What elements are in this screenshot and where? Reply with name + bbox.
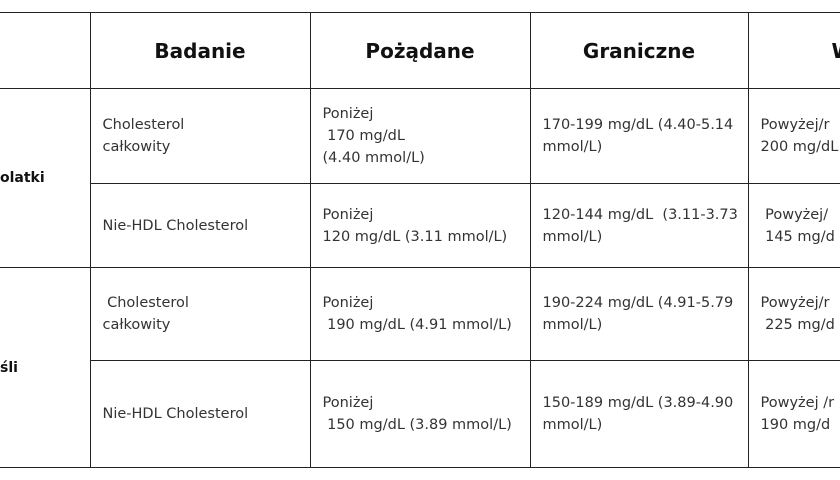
cell-line: Powyżej/r — [760, 117, 830, 133]
cell-line: (4.40 mmol/L) — [322, 150, 425, 166]
cell-line: 190 mg/dL (4.91 mmol/L) — [322, 317, 512, 333]
cell-line: 170-199 mg/dL (4.40-5.14 — [542, 117, 734, 133]
table-row: Nie-HDL Cholesterol Poniżej 150 mg/dL (3.… — [0, 360, 840, 468]
header-cell: Graniczne — [529, 12, 749, 89]
header-row: BadaniePożądaneGraniczneWy — [0, 12, 840, 89]
test-cell: Cholesterol całkowity — [89, 88, 311, 184]
cell-line: 190 mg/d — [760, 417, 831, 433]
cell-line: Poniżej — [322, 106, 374, 122]
cell-line: mmol/L) — [542, 228, 603, 245]
high-cell: Powyżej/r 225 mg/d — [747, 267, 840, 361]
table-row: Nie-HDL Cholesterol Poniżej 120 mg/dL (3.1… — [0, 183, 840, 268]
cell-line: 150 mg/dL (3.89 mmol/L) — [322, 417, 512, 433]
group-label: śli — [0, 267, 91, 468]
cell-line: Poniżej — [322, 395, 374, 411]
cell-line: 190-224 mg/dL (4.91-5.79 — [542, 295, 734, 311]
cell-line: Cholesterol — [102, 295, 189, 311]
desired-cell: Poniżej 150 mg/dL (3.89 mmol/L) — [309, 360, 531, 468]
cell-line: 145 mg/d — [760, 228, 835, 245]
high-cell: Powyżej/ 145 mg/d — [747, 183, 840, 268]
cell-line: mmol/L) — [542, 139, 603, 155]
test-cell: Cholesterol całkowity — [89, 267, 311, 361]
test-cell: Nie-HDL Cholesterol — [89, 360, 311, 468]
cell-line: 170 mg/dL — [322, 128, 405, 144]
cell-line: 200 mg/dL — [760, 139, 839, 155]
cell-line: Poniżej — [322, 295, 374, 311]
cell-line: mmol/L) — [542, 417, 603, 433]
borderline-cell: 120-144 mg/dL (3.11-3.73 mmol/L) — [529, 183, 749, 268]
cell-line: Poniżej — [322, 206, 374, 223]
borderline-cell: 150-189 mg/dL (3.89-4.90 mmol/L) — [529, 360, 749, 468]
cell-line: Cholesterol — [102, 117, 185, 133]
cell-line: Powyżej /r — [760, 395, 835, 411]
cell-line: Nie-HDL Cholesterol — [102, 406, 249, 422]
cholesterol-table: BadaniePożądaneGraniczneWy olatkiCholest… — [0, 12, 840, 468]
table-row: olatki Cholesterol całkowity Poniżej 170 mg… — [0, 88, 840, 268]
cell-line: 150-189 mg/dL (3.89-4.90 — [542, 395, 734, 411]
group-label: olatki — [0, 88, 91, 268]
cell-line: 225 mg/d — [760, 317, 835, 333]
corner-cell — [0, 12, 91, 89]
cell-line: mmol/L) — [542, 317, 603, 333]
cell-line: całkowity — [102, 139, 171, 155]
cell-line: całkowity — [102, 317, 171, 333]
high-cell: Powyżej/r 200 mg/dL — [747, 88, 840, 184]
test-cell: Nie-HDL Cholesterol — [89, 183, 311, 268]
desired-cell: Poniżej 120 mg/dL (3.11 mmol/L) — [309, 183, 531, 268]
header-cell: Pożądane — [309, 12, 531, 89]
borderline-cell: 170-199 mg/dL (4.40-5.14 mmol/L) — [529, 88, 749, 184]
cell-line: 120-144 mg/dL (3.11-3.73 — [542, 206, 738, 223]
cell-line: 120 mg/dL (3.11 mmol/L) — [322, 228, 508, 245]
table-row: śli Cholesterol całkowity Poniżej 190 mg/d… — [0, 267, 840, 468]
cell-line: Nie-HDL Cholesterol — [102, 217, 249, 234]
desired-cell: Poniżej 190 mg/dL (4.91 mmol/L) — [309, 267, 531, 361]
desired-cell: Poniżej 170 mg/dL (4.40 mmol/L) — [309, 88, 531, 184]
cell-line: Powyżej/r — [760, 295, 830, 311]
cell-line: Powyżej/ — [760, 206, 829, 223]
borderline-cell: 190-224 mg/dL (4.91-5.79 mmol/L) — [529, 267, 749, 361]
high-cell: Powyżej /r 190 mg/d — [747, 360, 840, 468]
header-cell: Wy — [747, 12, 840, 89]
header-cell: Badanie — [89, 12, 311, 89]
